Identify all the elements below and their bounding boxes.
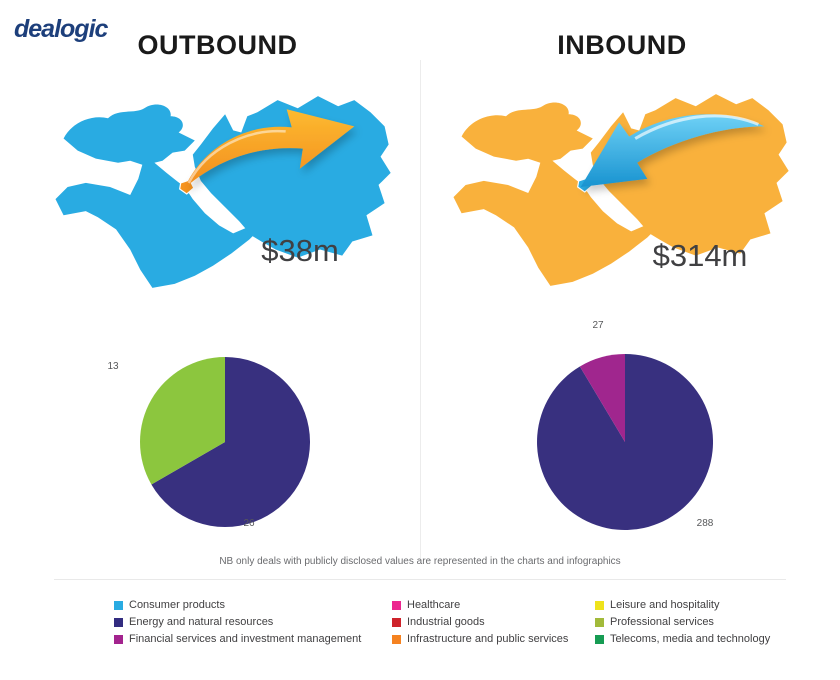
legend-swatch-icon	[114, 617, 123, 627]
legend-label: Financial services and investment manage…	[129, 633, 362, 645]
legend-swatch-icon	[595, 617, 604, 627]
outbound-pie-chart	[140, 357, 310, 527]
outbound-title: OUTBOUND	[137, 30, 298, 60]
legend-label: Consumer products	[129, 599, 225, 611]
pie-value-label-energy-inbound: 288	[696, 518, 714, 529]
legend-item-infrastructure-and-public-services: Infrastructure and public services	[392, 633, 568, 645]
pie-slice-professional-services	[140, 357, 225, 485]
column-divider	[420, 60, 421, 558]
disclosure-note: NB only deals with publicly disclosed va…	[219, 556, 621, 567]
pie-slice-energy-and-natural-resources	[151, 357, 310, 527]
legend-swatch-icon	[392, 600, 401, 610]
inbound-value: $314m	[652, 238, 748, 273]
legend-swatch-icon	[392, 617, 401, 627]
pie-slice-financial-services-and-investment-management	[579, 354, 625, 442]
inbound-arrow-highlight	[634, 114, 759, 140]
legend-label: Leisure and hospitality	[610, 599, 720, 611]
legend-item-consumer-products: Consumer products	[114, 599, 361, 611]
legend-divider	[54, 579, 786, 580]
outbound-value: $38m	[261, 233, 339, 268]
outbound-map	[32, 86, 398, 298]
inbound-map	[430, 84, 796, 296]
pie-value-label-professional-services: 13	[107, 361, 119, 372]
legend-item-energy-and-natural-resources: Energy and natural resources	[114, 616, 361, 628]
pie-value-label-energy-outbound: 26	[243, 518, 255, 529]
outbound-arrow-icon	[184, 109, 355, 188]
inbound-pie-chart	[537, 354, 713, 530]
dealogic-logo: dealogic	[14, 15, 108, 43]
legend-swatch-icon	[595, 600, 604, 610]
legend-item-healthcare: Healthcare	[392, 599, 568, 611]
legend-item-financial-services: Financial services and investment manage…	[114, 633, 361, 645]
legend-item-leisure-and-hospitality: Leisure and hospitality	[595, 599, 770, 611]
sector-legend-column-3: Leisure and hospitality Professional ser…	[595, 599, 770, 650]
inbound-title: INBOUND	[557, 30, 687, 60]
legend-item-industrial-goods: Industrial goods	[392, 616, 568, 628]
legend-label: Healthcare	[407, 599, 461, 611]
legend-label: Infrastructure and public services	[407, 633, 569, 645]
legend-item-professional-services: Professional services	[595, 616, 770, 628]
legend-item-telecoms-media-technology: Telecoms, media and technology	[595, 633, 770, 645]
legend-swatch-icon	[114, 600, 123, 610]
sector-legend-column-2: Healthcare Industrial goods Infrastructu…	[392, 599, 568, 650]
pie-value-label-financial-services: 27	[592, 320, 604, 331]
legend-label: Professional services	[610, 616, 714, 628]
legend-swatch-icon	[114, 634, 123, 644]
legend-swatch-icon	[392, 634, 401, 644]
legend-swatch-icon	[595, 634, 604, 644]
legend-label: Industrial goods	[407, 616, 485, 628]
legend-label: Energy and natural resources	[129, 616, 274, 628]
inbound-arrow-icon	[580, 114, 765, 187]
outbound-arrow-highlight	[187, 129, 286, 184]
pie-slice-energy-and-natural-resources	[537, 354, 713, 530]
legend-label: Telecoms, media and technology	[610, 633, 771, 645]
sector-legend-column-1: Consumer products Energy and natural res…	[114, 599, 361, 650]
